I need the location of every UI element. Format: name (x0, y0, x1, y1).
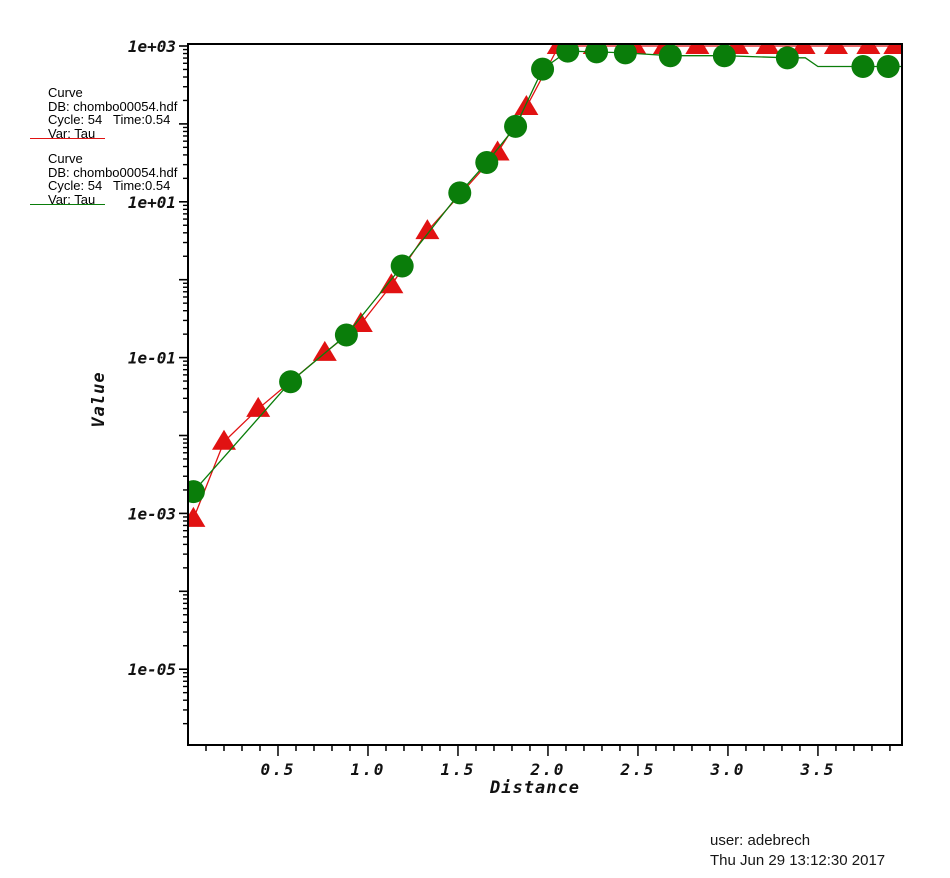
x-tick-label: 2.5 (620, 760, 656, 779)
legend-var: Var: Tau (30, 126, 105, 141)
y-tick-label: 1e+01 (128, 193, 176, 212)
triangle-marker (246, 396, 271, 417)
circle-marker (556, 44, 580, 63)
circle-marker (448, 181, 472, 205)
legend-var: Var: Tau (30, 192, 105, 207)
legend-time: Time:0.54 (113, 112, 171, 127)
circle-marker (851, 55, 875, 79)
legend-entry-curve2: Curve DB: chombo00054.hdf Cycle: 54 Time:… (30, 152, 177, 206)
legend-time: Time:0.54 (113, 178, 171, 193)
circle-marker (712, 44, 736, 68)
x-tick-label: 3.5 (799, 760, 835, 779)
y-axis-title: Value (89, 371, 109, 427)
legend-title: Curve (48, 85, 83, 100)
x-tick-label: 0.5 (261, 760, 296, 779)
circle-marker (475, 150, 499, 174)
circle-marker (279, 370, 303, 394)
x-tick-label: 1.5 (441, 760, 476, 779)
triangle-marker (883, 44, 902, 54)
triangle-marker (211, 429, 236, 450)
x-tick-label: 3.0 (710, 760, 746, 779)
y-tick-label: 1e-03 (128, 504, 176, 523)
x-tick-label: 1.0 (351, 760, 386, 779)
triangle-marker (856, 44, 881, 54)
triangle-marker (188, 506, 206, 527)
user-label: user: adebrech (710, 832, 811, 849)
y-tick-label: 1e+03 (128, 37, 176, 56)
session-info: user: adebrech Thu Jun 29 13:12:30 2017 (710, 831, 885, 871)
triangle-marker (415, 219, 440, 240)
triangle-marker (791, 44, 816, 54)
plot-frame (187, 43, 903, 746)
legend-db: DB: chombo00054.hdf (48, 98, 178, 114)
circle-marker (334, 323, 358, 347)
legend-curve2-color-line (30, 204, 105, 205)
legend-cycle: Cycle: 54 (48, 112, 103, 127)
x-tick-label: 2.0 (530, 760, 566, 779)
circle-marker (390, 254, 414, 278)
legend-cycle: Cycle: 54 (48, 178, 103, 193)
x-axis-title: Distance (489, 778, 580, 798)
triangle-marker (348, 311, 373, 332)
y-tick-label: 1e-01 (128, 349, 176, 368)
circle-marker (876, 55, 900, 79)
y-tick-label: 1e-05 (128, 660, 176, 679)
circle-marker (531, 57, 555, 81)
timestamp-label: Thu Jun 29 13:12:30 2017 (710, 852, 886, 869)
series-line-1 (192, 45, 896, 520)
legend-db: DB: chombo00054.hdf (48, 164, 178, 180)
circle-marker (658, 44, 682, 68)
circle-marker (775, 46, 799, 70)
triangle-marker (379, 273, 404, 294)
legend-curve1-color-line (30, 138, 105, 139)
circle-marker (188, 480, 205, 504)
triangle-marker (685, 44, 710, 54)
triangle-marker (312, 340, 337, 361)
circle-marker (585, 44, 609, 64)
plot-legend: Curve DB: chombo00054.hdf Cycle: 54 Time:… (30, 86, 177, 218)
series-group (188, 44, 902, 527)
triangle-marker (823, 44, 848, 54)
legend-title: Curve (48, 151, 83, 166)
circle-marker (504, 114, 528, 138)
circle-marker (613, 44, 637, 65)
legend-entry-curve1: Curve DB: chombo00054.hdf Cycle: 54 Time:… (30, 86, 177, 140)
series-line-2 (192, 50, 902, 493)
legend-cycle-time: Cycle: 54 Time:0.54 (48, 179, 177, 193)
triangle-marker (755, 44, 780, 54)
legend-cycle-time: Cycle: 54 Time:0.54 (48, 113, 177, 127)
